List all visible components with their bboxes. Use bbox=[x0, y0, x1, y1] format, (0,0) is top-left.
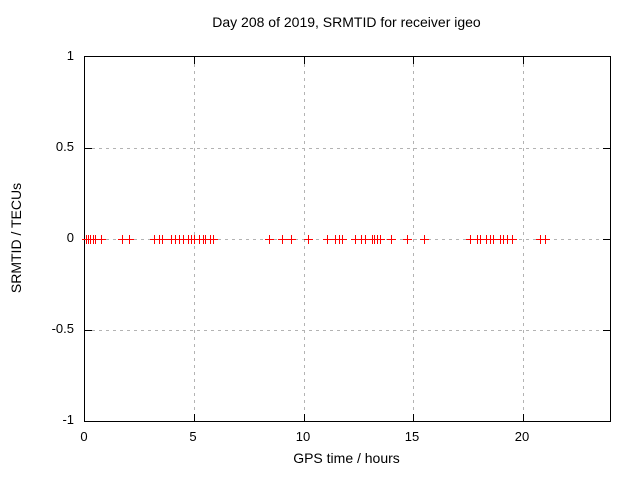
y-tick-label: 0 bbox=[66, 230, 74, 245]
x-tick-mark bbox=[523, 57, 524, 64]
x-tick-label: 10 bbox=[295, 429, 311, 444]
x-tick-mark bbox=[194, 414, 195, 421]
data-point-marker bbox=[403, 235, 412, 244]
data-point-marker bbox=[265, 235, 274, 244]
data-point-marker bbox=[489, 235, 498, 244]
data-point-marker bbox=[466, 235, 475, 244]
data-point-marker bbox=[304, 235, 313, 244]
y-gridline bbox=[85, 330, 610, 331]
x-tick-mark bbox=[304, 414, 305, 421]
y-tick-mark bbox=[85, 330, 92, 331]
x-tick-mark bbox=[194, 57, 195, 64]
chart-title: Day 208 of 2019, SRMTID for receiver ige… bbox=[212, 14, 481, 30]
data-point-marker bbox=[118, 235, 127, 244]
data-point-marker bbox=[541, 235, 550, 244]
data-point-marker bbox=[338, 235, 347, 244]
data-point-marker bbox=[503, 235, 512, 244]
data-point-marker bbox=[125, 235, 134, 244]
data-point-marker bbox=[190, 235, 199, 244]
y-tick-label: 1 bbox=[66, 48, 74, 63]
y-tick-label: -1 bbox=[62, 412, 74, 427]
y-tick-label: 0.5 bbox=[55, 139, 74, 154]
data-point-marker bbox=[476, 235, 485, 244]
y-tick-mark bbox=[85, 148, 92, 149]
data-point-marker bbox=[323, 235, 332, 244]
x-tick-label: 5 bbox=[189, 429, 197, 444]
data-point-marker bbox=[158, 235, 167, 244]
data-point-marker bbox=[361, 235, 370, 244]
data-point-marker bbox=[201, 235, 210, 244]
y-tick-mark bbox=[603, 239, 610, 240]
data-point-marker bbox=[91, 235, 100, 244]
data-point-marker bbox=[278, 235, 287, 244]
data-point-marker bbox=[508, 235, 517, 244]
data-point-marker bbox=[179, 235, 188, 244]
x-axis-label: GPS time / hours bbox=[293, 450, 400, 466]
data-point-marker bbox=[376, 235, 385, 244]
x-tick-mark bbox=[413, 414, 414, 421]
x-tick-mark bbox=[304, 57, 305, 64]
x-tick-label: 20 bbox=[514, 429, 530, 444]
x-tick-mark bbox=[523, 414, 524, 421]
y-tick-label: -0.5 bbox=[51, 321, 74, 336]
x-tick-label: 0 bbox=[80, 429, 88, 444]
data-point-marker bbox=[351, 235, 360, 244]
data-point-marker bbox=[97, 235, 106, 244]
data-point-marker bbox=[420, 235, 429, 244]
x-tick-label: 15 bbox=[404, 429, 420, 444]
y-gridline bbox=[85, 148, 610, 149]
plot-area bbox=[82, 56, 611, 422]
data-point-marker bbox=[536, 235, 545, 244]
y-tick-mark bbox=[603, 330, 610, 331]
x-tick-mark bbox=[413, 57, 414, 64]
y-gridline bbox=[85, 239, 610, 240]
data-point-marker bbox=[387, 235, 396, 244]
data-point-marker bbox=[209, 235, 218, 244]
data-point-marker bbox=[287, 235, 296, 244]
y-tick-mark bbox=[603, 148, 610, 149]
data-point-marker bbox=[150, 235, 159, 244]
